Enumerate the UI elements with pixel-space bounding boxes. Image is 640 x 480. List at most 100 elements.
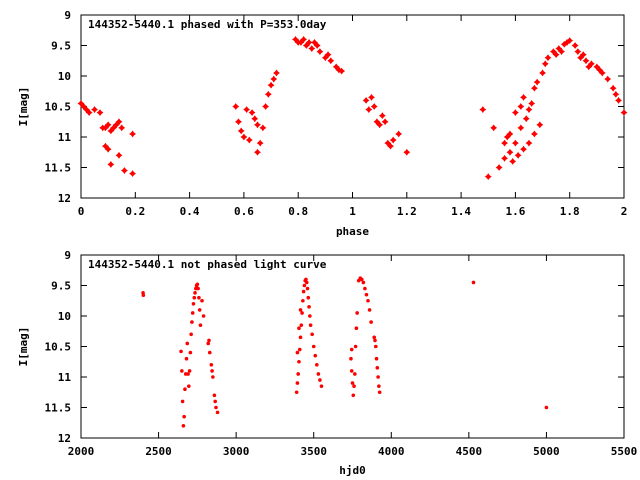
chart-title: 144352-5440.1 phased with P=353.0day [88,18,327,31]
data-point [190,320,194,324]
data-point [373,338,377,343]
data-point [361,280,366,285]
data-point [349,369,354,373]
chart-title: 144352-5440.1 not phased light curve [88,258,327,271]
data-point [544,54,552,62]
data-point [308,314,312,318]
plot-frame [80,254,625,439]
data-point [267,81,275,89]
data-point [588,60,595,68]
data-point [377,390,382,395]
data-point [563,39,571,46]
data-point [212,393,217,398]
data-point [197,295,201,300]
data-point [270,75,278,83]
data-point [297,359,301,364]
data-point [102,124,109,132]
x-tick-label: 2000 [68,445,95,458]
data-point [387,142,394,150]
data-point [517,124,525,132]
data-point [319,384,324,388]
data-point [304,280,309,285]
data-point [552,51,560,59]
data-point [115,118,123,126]
data-point [198,323,203,327]
data-point [180,369,184,373]
y-tick-label: 9 [64,249,71,262]
data-point [112,121,120,129]
data-point [531,130,538,138]
data-point [324,51,332,59]
data-point [201,314,206,318]
data-point [300,36,308,43]
data-point [375,366,380,370]
data-point [522,115,530,123]
data-point [370,103,378,110]
data-point [297,326,301,331]
data-point [574,48,582,55]
data-point [351,393,356,398]
data-point [187,369,192,373]
data-point [395,130,403,138]
data-point [118,124,126,132]
y-tick-label: 11 [58,131,72,144]
data-point [593,63,601,71]
data-point [315,363,319,367]
tick-group: 2000 2500 3000 3500 4000 4500 5000 5500 9 9.5 10 10… [45,249,638,458]
data-point [558,48,565,55]
x-tick-label: 2500 [145,445,172,458]
data-point [321,54,329,62]
y-tick-label: 9.5 [51,40,71,53]
data-point [80,103,88,110]
data-point [377,384,381,388]
data-point [349,347,354,352]
data-point [91,106,98,113]
data-point [520,93,527,101]
data-point [187,384,191,388]
data-point [363,286,367,291]
data-point [302,42,310,49]
data-point [264,90,272,98]
data-point [503,133,511,141]
data-point [107,127,115,135]
data-point [182,414,186,419]
data-point [604,75,612,83]
data-point [349,356,353,361]
data-point [332,63,340,71]
data-point [299,323,304,327]
data-point [517,103,525,110]
data-point [355,311,359,315]
data-point [197,308,202,312]
data-point [141,293,146,298]
data-point [184,356,189,361]
data-point [83,106,90,113]
data-point [313,353,318,358]
data-point [585,63,593,71]
data-point [615,97,622,104]
data-point [232,103,240,110]
data-point [350,381,355,385]
x-tick-label: 0.8 [288,205,308,218]
data-point [335,66,343,74]
data-point [365,106,373,113]
data-point [566,37,574,45]
data-point [311,39,318,46]
data-point [520,145,527,153]
data-point [313,42,321,49]
data-point [367,308,372,312]
data-point [376,121,384,129]
data-point [403,148,411,156]
data-point [311,344,316,349]
data-point [550,48,557,55]
data-point [210,369,214,373]
data-point [206,341,211,346]
phased-light-curve-panel: 0 0.2 0.4 0.6 0.8 1 1.2 1.4 1.6 1.8 2 9 9.5 10 10.5 11 1… [17,9,628,238]
y-tick-label: 11.5 [45,162,72,175]
x-axis-label: phase [336,225,369,238]
data-point [129,130,136,138]
data-point [186,372,190,376]
data-point [85,109,93,116]
data-point [571,42,579,49]
x-tick-label: 2 [621,205,628,218]
